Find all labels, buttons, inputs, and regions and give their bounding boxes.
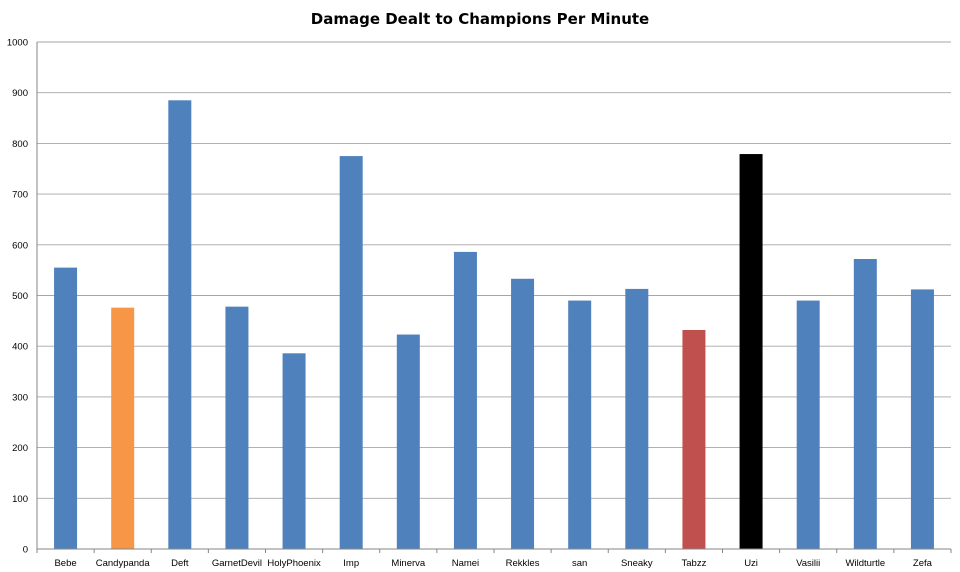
- y-tick-label: 900: [12, 88, 28, 99]
- x-tick-label: Namei: [452, 558, 479, 569]
- bar-uzi: [739, 154, 763, 549]
- y-tick-label: 300: [12, 392, 28, 403]
- x-tick-label: Candypanda: [96, 558, 151, 569]
- bar-minerva: [396, 334, 420, 549]
- bar-holyphoenix: [282, 353, 306, 549]
- bar-candypanda: [111, 307, 135, 549]
- y-tick-label: 500: [12, 291, 28, 302]
- bar-deft: [168, 100, 192, 550]
- y-axis-tick-labels: 0 100 200 300 400 500 600 700 800 900 1000: [7, 38, 28, 556]
- y-tick-label: 400: [12, 342, 28, 353]
- bar-wildturtle: [853, 258, 877, 549]
- x-axis-tick-labels: Bebe Candypanda Deft GarnetDevil HolyPhoenix…: [36, 549, 952, 569]
- bar-tabzz: [682, 329, 706, 549]
- y-tick-label: 700: [12, 190, 28, 201]
- bar-imp: [339, 156, 363, 549]
- x-tick-label: san: [572, 558, 587, 569]
- x-tick-label: Rekkles: [506, 558, 540, 569]
- y-tick-label: 800: [12, 139, 28, 150]
- x-tick-label: Deft: [171, 558, 189, 569]
- y-tick-label: 0: [23, 545, 28, 556]
- bar-sneaky: [625, 288, 649, 549]
- y-tick-label: 100: [12, 494, 28, 505]
- y-tick-label: 600: [12, 240, 28, 251]
- y-tick-label: 1000: [7, 38, 28, 49]
- bar-bebe: [54, 267, 78, 549]
- chart-title: Damage Dealt to Champions Per Minute: [311, 10, 649, 28]
- x-tick-label: Minerva: [391, 558, 426, 569]
- x-tick-label: Uzi: [744, 558, 758, 569]
- x-tick-label: Zefa: [913, 558, 933, 569]
- y-tick-label: 200: [12, 443, 28, 454]
- x-tick-label: Sneaky: [621, 558, 653, 569]
- bar-san: [568, 300, 592, 549]
- x-tick-label: GarnetDevil: [212, 558, 262, 569]
- x-tick-label: Wildturtle: [846, 558, 886, 569]
- x-tick-label: Bebe: [54, 558, 76, 569]
- x-tick-label: Vasilii: [796, 558, 820, 569]
- bar-vasilii: [796, 300, 820, 549]
- x-tick-label: Imp: [343, 558, 359, 569]
- x-tick-label: Tabzz: [682, 558, 707, 569]
- bars: [54, 100, 934, 550]
- bar-zefa: [910, 289, 934, 549]
- bar-rekkles: [511, 278, 535, 549]
- x-tick-label: HolyPhoenix: [267, 558, 321, 569]
- bar-namei: [453, 251, 477, 549]
- bar-garnetdevil: [225, 306, 249, 549]
